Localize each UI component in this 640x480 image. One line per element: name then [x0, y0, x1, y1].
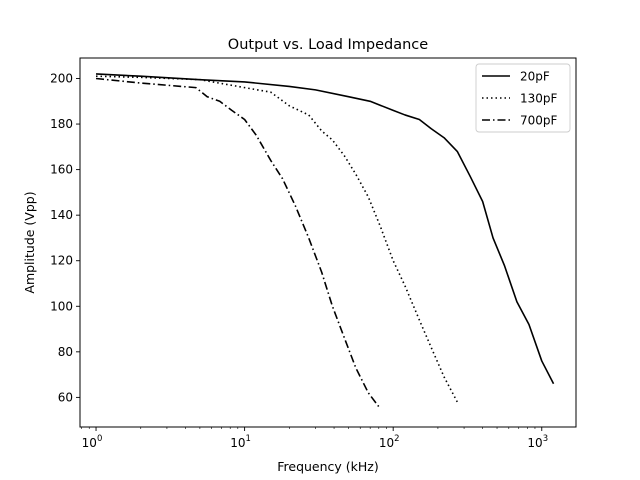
legend-label: 130pF	[520, 92, 558, 106]
x-tick-label-base: 10	[230, 436, 245, 450]
series-line-700pF	[95, 77, 382, 410]
y-tick-label: 140	[50, 208, 73, 222]
x-tick-label-exponent: 0	[97, 434, 102, 444]
chart-title: Output vs. Load Impedance	[228, 37, 429, 53]
y-tick-label: 80	[58, 345, 73, 359]
series-line-130pF	[96, 75, 458, 403]
y-tick-label: 160	[50, 163, 73, 177]
legend-label: 700pF	[520, 114, 558, 128]
x-tick-label-exponent: 1	[246, 434, 251, 444]
legend-box	[475, 63, 571, 133]
y-tick-label: 100	[50, 299, 73, 313]
x-tick-label: 100	[82, 434, 103, 450]
x-axis: 100 101 102 103	[81, 427, 548, 450]
x-tick-label-exponent: 2	[394, 434, 399, 444]
legend: 20pF 130pF 700pF	[475, 63, 571, 133]
plot-frame	[79, 57, 577, 428]
x-tick-label: 102	[379, 434, 400, 450]
y-axis: 60 80 100 120 140 160 180 200	[50, 72, 80, 404]
x-tick-label-base: 10	[82, 436, 97, 450]
y-axis-label: Amplitude (Vpp)	[22, 191, 37, 293]
y-tick-label: 200	[50, 72, 73, 86]
y-tick-label: 120	[50, 254, 73, 268]
x-tick-label-base: 10	[379, 436, 394, 450]
plot-area	[95, 73, 555, 410]
y-tick-label: 180	[50, 117, 73, 131]
y-tick-label: 60	[58, 390, 73, 404]
x-axis-label: Frequency (kHz)	[277, 459, 379, 474]
x-tick-label-base: 10	[527, 436, 542, 450]
x-tick-label: 103	[527, 434, 548, 450]
legend-label: 20pF	[520, 70, 550, 84]
x-tick-label: 101	[230, 434, 251, 450]
series-line-20pF	[95, 73, 555, 385]
x-tick-label-exponent: 3	[543, 434, 548, 444]
